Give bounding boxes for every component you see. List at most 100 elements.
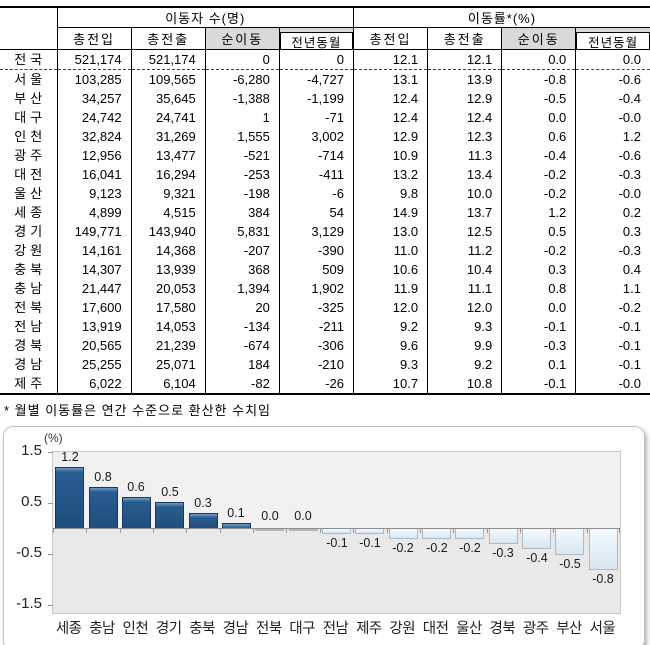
region-label: 충남 — [14, 281, 47, 296]
region-label: 서울 — [14, 72, 47, 87]
col-header-yoy-box: 전년동월 — [279, 32, 353, 50]
value-cell: 0.1 — [501, 355, 576, 374]
region-label: 경남 — [14, 357, 47, 372]
table-row: 충북 14,307 13,939 368 509 10.6 10.4 0.3 0.4 — [0, 260, 650, 279]
value-cell: 0.3 — [501, 260, 576, 279]
table-row: 세종 4,899 4,515 384 54 14.9 13.7 1.2 0.2 — [0, 203, 650, 222]
bar-대전 — [422, 529, 451, 539]
x-axis-label-전남: 전남 — [322, 621, 349, 637]
value-cell: 0 — [204, 49, 280, 70]
col-header-rate-in: 총전입 — [352, 27, 428, 50]
col-header-rate-out: 총전출 — [427, 27, 502, 50]
table-row: 대구 24,742 24,741 1 -71 12.4 12.4 0.0 -0.0 — [0, 108, 650, 127]
value-cell: 9,123 — [56, 184, 132, 203]
value-cell: -0.0 — [575, 184, 650, 203]
category-tick-mark — [520, 529, 521, 533]
value-cell: 1.2 — [575, 127, 650, 146]
footnote: * 월별 이동률은 연간 수준으로 환산한 수치임 — [4, 403, 272, 418]
bar-value-label: -0.2 — [392, 541, 414, 555]
value-cell: 12.0 — [352, 298, 428, 317]
bar-value-label: -0.8 — [592, 572, 614, 586]
table-row: 경기 149,771 143,940 5,831 3,129 13.0 12.5 0.5 0.3 — [0, 222, 650, 241]
value-cell: -0.0 — [575, 108, 650, 127]
y-axis: 1.5 0.5 -0.5 -1.5 — [4, 427, 44, 627]
value-cell: 9.3 — [427, 317, 502, 336]
region-label: 세종 — [14, 205, 47, 220]
value-cell: 12.4 — [352, 89, 428, 108]
value-cell: 13.2 — [352, 165, 428, 184]
region-label: 제주 — [14, 376, 47, 391]
value-cell: 4,899 — [56, 203, 132, 222]
value-cell: -6 — [278, 184, 354, 203]
value-cell: -0.3 — [575, 241, 650, 260]
zero-axis-line — [53, 528, 620, 529]
net-migration-rate-chart: (%) 1.5 0.5 -0.5 -1.5 1.2 0.8 0.6 0.5 0.3 0.1 0.0… — [3, 426, 645, 645]
bar-value-label: -0.2 — [459, 541, 481, 555]
bar-value-label: -0.2 — [426, 541, 448, 555]
category-tick-mark — [253, 529, 254, 533]
region-label: 전남 — [14, 319, 47, 334]
value-cell: 16,294 — [130, 165, 206, 184]
y-tick-label: 1.5 — [21, 441, 42, 459]
bar-value-label: -0.3 — [492, 546, 514, 560]
col-header-rate-net: 순이동 — [501, 27, 576, 50]
x-axis-label-광주: 광주 — [522, 621, 549, 637]
value-cell: 109,565 — [130, 69, 206, 89]
table-row: 전북 17,600 17,580 20 -325 12.0 12.0 0.0 -0.2 — [0, 298, 650, 317]
bar-충북 — [189, 513, 218, 528]
value-cell: -0.1 — [575, 336, 650, 355]
value-cell: -0.4 — [575, 89, 650, 108]
value-cell: -411 — [278, 165, 354, 184]
value-cell: 12.9 — [427, 89, 502, 108]
value-cell: 0.6 — [501, 127, 576, 146]
value-cell: 9.2 — [427, 355, 502, 374]
col-header-rate-yoy: 전년동월 — [575, 27, 650, 50]
table-row: 경남 25,255 25,071 184 -210 9.3 9.2 0.1 -0.1 — [0, 355, 650, 374]
value-cell: 31,269 — [130, 127, 206, 146]
region-label: 전국 — [0, 49, 58, 70]
value-cell: 12.3 — [427, 127, 502, 146]
category-tick-mark — [420, 529, 421, 533]
category-tick-mark — [186, 529, 187, 533]
value-cell: 4,515 — [130, 203, 206, 222]
value-cell: -0.3 — [501, 336, 576, 355]
x-axis-label-인천: 인천 — [122, 621, 149, 637]
bar-value-label: -0.4 — [526, 551, 548, 565]
value-cell: -4,727 — [278, 69, 354, 89]
region-label: 전북 — [14, 300, 47, 315]
value-cell: -0.8 — [501, 69, 576, 89]
value-cell: 12.1 — [352, 49, 428, 70]
value-cell: -71 — [278, 108, 354, 127]
category-tick-mark — [286, 529, 287, 533]
value-cell: -0.1 — [575, 355, 650, 374]
group-header-rate: 이동률*(%) — [352, 7, 650, 28]
value-cell: -207 — [204, 241, 280, 260]
value-cell: 0.0 — [501, 49, 576, 70]
value-cell: -210 — [278, 355, 354, 374]
category-tick-mark — [453, 529, 454, 533]
value-cell: 13,939 — [130, 260, 206, 279]
value-cell: -390 — [278, 241, 354, 260]
value-cell: -0.3 — [575, 165, 650, 184]
bar-광주 — [522, 529, 551, 549]
value-cell: 21,239 — [130, 336, 206, 355]
bar-value-label: -0.1 — [326, 536, 348, 550]
value-cell: -134 — [204, 317, 280, 336]
table-row: 대전 16,041 16,294 -253 -411 13.2 13.4 -0.2 -0.3 — [0, 165, 650, 184]
y-tick-mark — [48, 604, 53, 606]
value-cell: 6,022 — [56, 374, 132, 394]
value-cell: 3,002 — [278, 127, 354, 146]
category-tick-mark — [587, 529, 588, 533]
category-tick-mark — [120, 529, 121, 533]
value-cell: 16,041 — [56, 165, 132, 184]
bar-value-label: 0.0 — [261, 509, 279, 523]
bar-전남 — [322, 529, 351, 534]
value-cell: 21,447 — [56, 279, 132, 298]
value-cell: 149,771 — [56, 222, 132, 241]
x-axis-label-서울: 서울 — [589, 621, 616, 637]
value-cell: -0.2 — [575, 298, 650, 317]
value-cell: -198 — [204, 184, 280, 203]
value-cell: 0.3 — [575, 222, 650, 241]
value-cell: -253 — [204, 165, 280, 184]
